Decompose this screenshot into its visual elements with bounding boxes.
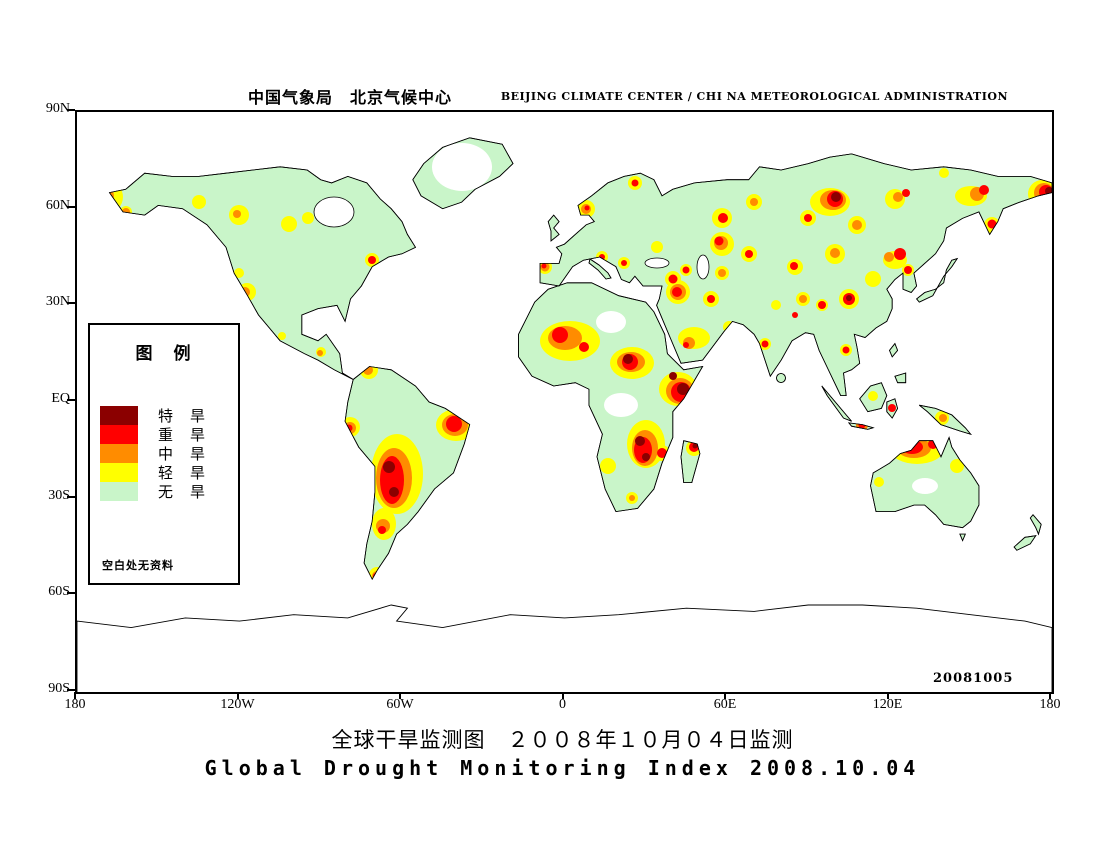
lon-label: 0 bbox=[559, 697, 566, 712]
lat-label: 30N bbox=[45, 294, 70, 310]
legend-label: 中 旱 bbox=[158, 447, 207, 463]
lat-tick bbox=[67, 495, 75, 498]
header-english: BEIJING CLIMATE CENTER / CHI NA METEOROL… bbox=[500, 90, 1008, 103]
legend-label: 特 旱 bbox=[158, 409, 207, 425]
lon-label: 60W bbox=[386, 697, 414, 712]
legend-label: 无 旱 bbox=[158, 485, 207, 501]
lon-tick bbox=[561, 692, 564, 699]
lat-tick bbox=[67, 302, 75, 305]
legend-item: 特 旱 bbox=[100, 406, 238, 425]
lon-label: 120W bbox=[220, 697, 255, 712]
lon-tick bbox=[724, 692, 726, 699]
lon-tick bbox=[886, 692, 889, 699]
lat-tick bbox=[67, 109, 75, 111]
lon-label: 60E bbox=[713, 697, 737, 712]
lon-tick bbox=[74, 692, 76, 699]
legend-box: 图 例 特 旱重 旱中 旱轻 旱无 旱 空白处无资料 bbox=[88, 323, 240, 585]
lat-tick bbox=[67, 399, 75, 401]
lat-label: EQ bbox=[51, 391, 70, 406]
lon-tick bbox=[399, 692, 401, 699]
legend-swatch bbox=[100, 406, 138, 425]
lat-tick bbox=[67, 205, 75, 208]
legend-title: 图 例 bbox=[135, 344, 193, 363]
inland-water bbox=[313, 196, 710, 280]
legend-item: 中 旱 bbox=[100, 444, 238, 463]
lon-tick bbox=[236, 692, 239, 699]
lon-label: 180 bbox=[1039, 697, 1061, 712]
lat-label: 60N bbox=[45, 197, 70, 213]
legend-swatch bbox=[100, 425, 138, 444]
legend-swatch bbox=[100, 482, 138, 501]
lat-label: 90N bbox=[45, 101, 70, 116]
legend-item: 无 旱 bbox=[100, 482, 238, 501]
legend-label: 重 旱 bbox=[158, 428, 207, 444]
legend-label: 轻 旱 bbox=[158, 466, 207, 482]
legend-swatch bbox=[100, 463, 138, 482]
world-map bbox=[77, 137, 1052, 692]
legend-item: 轻 旱 bbox=[100, 463, 238, 482]
title-english: Global Drought Monitoring Index 2008.10.… bbox=[204, 756, 921, 780]
legend-note: 空白处无资料 bbox=[102, 560, 174, 572]
lat-label: 30S bbox=[48, 487, 70, 503]
lat-label: 60S bbox=[48, 584, 70, 600]
lat-label: 90S bbox=[48, 681, 70, 696]
no-data-patches bbox=[432, 143, 938, 494]
lon-label: 180 bbox=[64, 697, 86, 712]
antarctica bbox=[77, 604, 1052, 692]
legend-item: 重 旱 bbox=[100, 425, 238, 444]
header-chinese: 中国气象局 北京气候中心 bbox=[247, 90, 452, 107]
date-stamp: 20081005 bbox=[933, 671, 1014, 686]
lat-tick bbox=[67, 689, 75, 691]
lat-tick bbox=[67, 592, 75, 595]
title-chinese: 全球干旱监测图 ２００８年１０月０４日监测 bbox=[331, 728, 794, 752]
legend-swatch bbox=[100, 444, 138, 463]
lon-label: 120E bbox=[872, 697, 903, 712]
lon-tick bbox=[1049, 692, 1051, 699]
legend-items: 特 旱重 旱中 旱轻 旱无 旱 bbox=[100, 406, 238, 501]
